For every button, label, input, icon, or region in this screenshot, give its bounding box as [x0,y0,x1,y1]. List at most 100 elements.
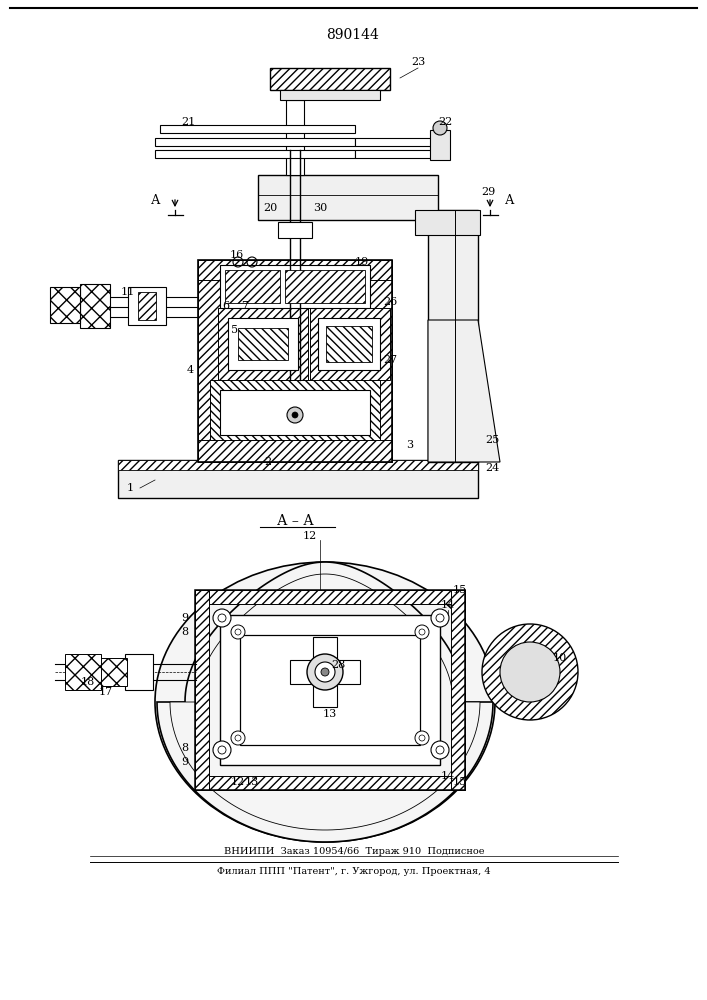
Circle shape [213,609,231,627]
Text: 8: 8 [182,627,189,637]
Text: 21: 21 [181,117,195,127]
Text: 1: 1 [127,483,134,493]
Bar [310,308,390,380]
Bar [290,660,360,684]
Bar [155,150,355,158]
Bar [118,460,478,498]
Circle shape [500,642,560,702]
Circle shape [292,412,298,418]
Bar [270,68,390,90]
Text: 9: 9 [182,613,189,623]
Text: 14: 14 [441,771,455,781]
Bar [155,138,355,146]
Text: 5: 5 [231,325,238,335]
Text: 890144: 890144 [327,28,380,42]
Bar [218,308,308,380]
Text: Филиал ППП "Патент", г. Ужгород, ул. Проектная, 4: Филиал ППП "Патент", г. Ужгород, ул. Про… [217,867,491,876]
Bar [326,326,372,362]
Text: 12: 12 [303,531,317,541]
Text: 15: 15 [453,777,467,787]
Bar [198,440,392,462]
Bar [240,635,420,745]
Bar [428,210,478,462]
Text: 30: 30 [313,203,327,213]
Text: 13: 13 [245,777,259,787]
Bar [318,318,380,370]
Text: 14: 14 [441,600,455,610]
Circle shape [415,625,429,639]
Bar [100,658,127,686]
Ellipse shape [155,562,495,842]
Bar [370,260,392,460]
Circle shape [482,624,578,720]
Text: 25: 25 [485,435,499,445]
Circle shape [307,654,343,690]
Bar [355,138,435,146]
Bar [160,125,355,133]
Circle shape [231,731,245,745]
Polygon shape [170,574,480,830]
Text: 24: 24 [485,463,499,473]
Bar [258,175,438,220]
Bar [220,265,370,308]
Text: 19: 19 [355,257,369,267]
Text: 16: 16 [230,250,244,260]
Bar [195,590,465,604]
Polygon shape [157,562,493,842]
Bar [198,260,220,460]
Bar [118,460,478,470]
Text: 22: 22 [438,117,452,127]
Bar [138,292,156,320]
Bar [195,776,465,790]
Bar [220,390,370,435]
Circle shape [321,668,329,676]
Bar [278,222,312,238]
Circle shape [431,609,449,627]
Bar [238,328,288,360]
Bar [198,260,392,462]
Bar [210,380,380,440]
Text: 17: 17 [99,687,113,697]
Text: 15: 15 [453,585,467,595]
Circle shape [315,662,335,682]
Bar [225,270,280,303]
Bar [285,270,365,303]
Bar [50,287,80,323]
Text: 11: 11 [121,287,135,297]
Text: А: А [505,194,515,207]
Circle shape [231,625,245,639]
Bar [228,318,298,370]
Text: 10: 10 [553,653,567,663]
Circle shape [415,731,429,745]
Text: 18: 18 [81,677,95,687]
Text: 8: 8 [182,743,189,753]
Bar [125,654,153,690]
Circle shape [433,121,447,135]
Text: 28: 28 [331,660,345,670]
Bar [430,130,450,160]
Text: 27: 27 [383,355,397,365]
Bar [280,90,380,100]
Text: 23: 23 [411,57,425,67]
Text: 26: 26 [383,297,397,307]
Text: 4: 4 [187,365,194,375]
Bar [220,615,440,765]
Text: 7: 7 [242,301,248,311]
Circle shape [287,407,303,423]
Text: 3: 3 [407,440,414,450]
Bar [355,150,435,158]
Bar [313,637,337,707]
Bar [195,590,465,790]
Bar [65,654,101,690]
Bar [415,210,480,235]
Polygon shape [428,320,500,462]
Text: 13: 13 [323,709,337,719]
Bar [198,260,392,280]
Circle shape [213,741,231,759]
Text: 29: 29 [481,187,495,197]
Circle shape [431,741,449,759]
Text: 9: 9 [182,757,189,767]
Text: А: А [151,194,160,207]
Text: А – А: А – А [276,514,313,528]
Text: 6: 6 [223,301,230,311]
